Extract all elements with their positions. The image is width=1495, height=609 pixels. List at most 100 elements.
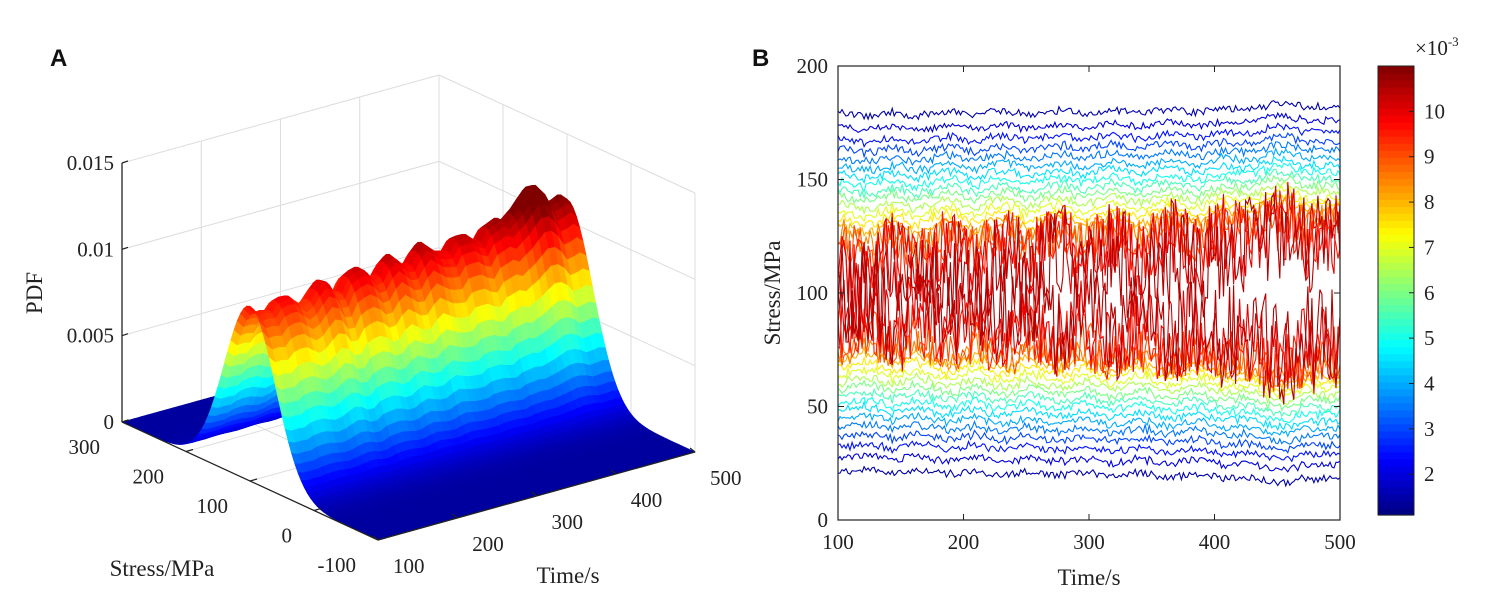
colorbar-tick-label: 2 [1424, 462, 1435, 486]
colorbar-swatch [1378, 339, 1414, 348]
z-tick-label: 0.005 [67, 324, 114, 348]
colorbar-swatch [1378, 472, 1414, 481]
colorbar-swatch [1378, 66, 1414, 74]
colorbar-swatch [1378, 171, 1414, 179]
colorbar-tick-label: 7 [1424, 235, 1435, 259]
colorbar-swatch [1378, 213, 1414, 221]
colorbar-swatch [1378, 178, 1414, 186]
x-tick-label: 300 [1073, 530, 1105, 554]
colorbar-swatch [1378, 115, 1414, 123]
colorbar-swatch [1378, 388, 1414, 397]
colorbar-swatch [1378, 304, 1414, 313]
x-tick-label: 200 [472, 532, 504, 556]
colorbar-swatch [1378, 94, 1414, 102]
y-tick-label: -100 [318, 553, 357, 577]
colorbar-swatch [1378, 276, 1414, 285]
y-tick-label: 0 [282, 524, 293, 548]
colorbar-tick-label: 5 [1424, 326, 1435, 350]
plot-area-b [838, 66, 1340, 520]
colorbar-swatch [1378, 234, 1414, 242]
colorbar-swatch [1378, 262, 1414, 271]
colorbar-swatch [1378, 164, 1414, 172]
colorbar-swatch [1378, 129, 1414, 137]
z-tick-label: 0 [104, 410, 115, 434]
colorbar-swatch [1378, 283, 1414, 292]
colorbar-swatch [1378, 143, 1414, 151]
colorbar-swatch [1378, 465, 1414, 474]
panel-label-b: B [752, 45, 769, 72]
colorbar-swatch [1378, 185, 1414, 193]
colorbar-tick-label: 10 [1424, 99, 1445, 123]
colorbar-swatch [1378, 402, 1414, 411]
x-tick-label: 100 [393, 554, 425, 578]
y-tick-label: 0 [818, 508, 829, 532]
colorbar-swatch [1378, 199, 1414, 207]
x-tick-label: 100 [822, 530, 854, 554]
colorbar-swatch [1378, 493, 1414, 502]
colorbar-swatch [1378, 122, 1414, 130]
x-tick-label: 400 [1199, 530, 1231, 554]
y-tick-label: 100 [197, 494, 229, 518]
colorbar-multiplier: ×10-3 [1415, 34, 1459, 60]
colorbar-swatch [1378, 486, 1414, 495]
colorbar-swatch [1378, 332, 1414, 341]
colorbar-swatch [1378, 157, 1414, 165]
colorbar-swatch [1378, 374, 1414, 383]
colorbar-swatch [1378, 318, 1414, 327]
colorbar-swatch [1378, 507, 1414, 516]
x-tick-label: 400 [631, 488, 663, 512]
colorbar-swatch [1378, 220, 1414, 228]
colorbar-tick-label: 9 [1424, 145, 1435, 169]
z-tick-label: 0.015 [67, 151, 114, 175]
colorbar-swatch [1378, 416, 1414, 425]
colorbar-swatch [1378, 290, 1414, 299]
contour-plot-b: 100 200 300 400 500 0 50 100 150 200 Stress/MPa T… [760, 34, 1459, 590]
colorbar-swatch [1378, 101, 1414, 109]
colorbar-swatch [1378, 346, 1414, 355]
colorbar-swatch [1378, 381, 1414, 390]
colorbar-swatch [1378, 500, 1414, 509]
y-tick-label: 300 [69, 435, 101, 459]
x-axis-label-b: Time/s [1057, 565, 1120, 590]
colorbar-swatch [1378, 437, 1414, 446]
z-axis-label-a: PDF [22, 272, 47, 314]
colorbar-swatch [1378, 353, 1414, 362]
colorbar-swatch [1378, 87, 1414, 95]
colorbar-swatch [1378, 395, 1414, 404]
colorbar-swatch [1378, 241, 1414, 250]
y-tick [185, 448, 194, 453]
colorbar-swatch [1378, 227, 1414, 235]
colorbar-swatch [1378, 325, 1414, 334]
colorbar-tick-label: 4 [1424, 371, 1435, 395]
colorbar-swatch [1378, 409, 1414, 418]
colorbar-swatch [1378, 192, 1414, 200]
x-axis-label-a: Time/s [536, 563, 599, 588]
colorbar-swatch [1378, 451, 1414, 460]
colorbar: 2 3 4 5 6 7 8 9 10 [1377, 65, 1445, 516]
y-tick-label: 200 [797, 54, 829, 78]
y-tick-label: 100 [797, 281, 829, 305]
z-tick-label: 0.01 [77, 237, 114, 261]
colorbar-swatch [1378, 367, 1414, 376]
y-tick-label: 150 [797, 168, 829, 192]
colorbar-swatch [1378, 108, 1414, 116]
colorbar-swatch [1378, 73, 1414, 81]
y-tick-label: 200 [133, 465, 165, 489]
colorbar-tick-label: 8 [1424, 190, 1435, 214]
surface-plot-a: 0 0.005 0.01 0.015 -100 0 100 200 300 100 200 300 40… [22, 74, 742, 588]
colorbar-swatch [1378, 206, 1414, 214]
y-tick-label: 50 [807, 395, 828, 419]
colorbar-swatch [1378, 80, 1414, 88]
surface-a [121, 184, 696, 541]
panel-label-a: A [50, 45, 67, 72]
colorbar-swatch [1378, 269, 1414, 278]
colorbar-swatch [1378, 248, 1414, 257]
y-tick [249, 478, 258, 482]
colorbar-tick-label: 3 [1424, 417, 1435, 441]
colorbar-tick-label: 6 [1424, 281, 1435, 305]
colorbar-swatch [1378, 255, 1414, 264]
colorbar-swatch [1378, 297, 1414, 306]
x-tick-label: 300 [552, 510, 584, 534]
x-tick-label: 500 [710, 466, 742, 490]
y-axis-label-b: Stress/MPa [760, 241, 785, 346]
